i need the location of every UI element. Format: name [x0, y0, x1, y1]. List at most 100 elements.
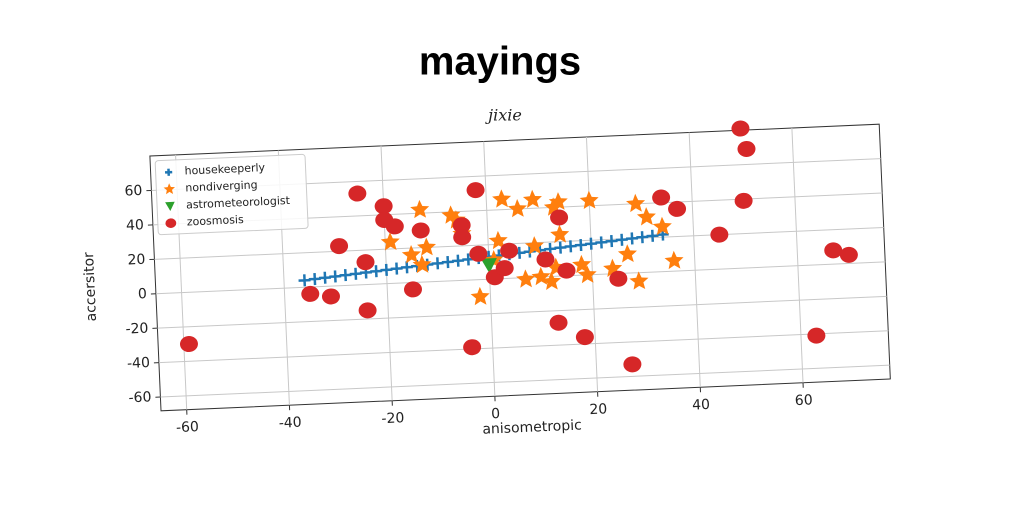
point — [339, 269, 352, 282]
x-tick-label: -60 — [176, 419, 200, 436]
point — [470, 286, 490, 306]
point — [564, 240, 577, 253]
legend-label: astrometeorologist — [186, 194, 291, 212]
plot: anisometropic accersitor -60 -40 -20 0 20 40 6… — [81, 120, 891, 438]
x-tick-label: -40 — [278, 415, 302, 432]
point — [516, 269, 536, 288]
point — [734, 192, 753, 209]
point — [385, 218, 404, 235]
y-tick-label: 60 — [124, 183, 143, 200]
point — [298, 274, 311, 287]
point — [615, 233, 628, 246]
point — [463, 339, 482, 356]
point — [431, 257, 444, 270]
point — [577, 264, 597, 284]
point — [652, 216, 672, 236]
point — [179, 336, 198, 353]
point — [629, 271, 649, 290]
point — [404, 281, 423, 298]
y-tick-label: -20 — [125, 321, 149, 338]
x-tick-label: 40 — [692, 397, 711, 414]
point — [664, 250, 684, 270]
point — [710, 226, 729, 243]
grid-line — [160, 364, 890, 398]
point — [380, 263, 393, 276]
legend-label: housekeeperly — [184, 161, 266, 178]
point — [441, 255, 454, 269]
grid-line — [157, 295, 887, 329]
point — [469, 245, 488, 262]
point — [400, 261, 413, 274]
point — [595, 236, 608, 249]
point — [636, 207, 656, 226]
point — [410, 199, 430, 219]
point — [453, 229, 472, 246]
point — [452, 254, 465, 267]
x-axis-label: anisometropic — [482, 417, 582, 437]
y-tick-label: -60 — [128, 389, 152, 406]
point — [164, 168, 173, 176]
y-tick-label: -40 — [127, 355, 151, 372]
point — [495, 260, 514, 277]
point — [824, 242, 843, 259]
y-tick-label: 40 — [126, 217, 145, 234]
point — [348, 185, 367, 202]
point — [625, 232, 639, 245]
point — [646, 229, 659, 242]
point — [301, 285, 320, 302]
grid-line — [585, 136, 599, 392]
point — [417, 237, 437, 256]
point — [550, 224, 570, 244]
point — [308, 272, 321, 286]
point — [548, 192, 568, 211]
point — [349, 267, 362, 280]
point — [370, 265, 383, 278]
x-tick-label: 20 — [589, 401, 608, 418]
point — [330, 238, 349, 255]
point — [550, 209, 569, 226]
point — [839, 246, 858, 263]
point — [652, 189, 671, 206]
point — [617, 244, 637, 263]
chart-subtitle: jixie — [485, 106, 522, 125]
chart-title: mayings — [419, 40, 581, 84]
legend: housekeeperlynondivergingastrometeorolog… — [154, 153, 309, 236]
point — [731, 120, 750, 137]
point — [636, 231, 649, 244]
point — [554, 241, 567, 254]
x-tick-label: 0 — [491, 406, 501, 422]
point — [500, 242, 519, 259]
point — [549, 314, 568, 331]
point — [522, 189, 542, 209]
point — [507, 198, 527, 218]
legend-box — [154, 153, 309, 236]
grid-line — [688, 132, 701, 388]
point — [574, 238, 587, 252]
y-tick-label: 0 — [138, 286, 148, 302]
point — [466, 182, 485, 199]
plot-frame — [149, 123, 891, 412]
y-axis-label: accersitor — [81, 252, 100, 322]
point — [609, 270, 628, 287]
point — [575, 329, 594, 346]
grid-line — [154, 226, 884, 260]
point — [165, 218, 177, 228]
point — [541, 271, 562, 290]
point — [557, 262, 576, 279]
grid-line — [791, 127, 804, 383]
point — [412, 254, 432, 274]
x-tick-label: 60 — [795, 392, 814, 409]
grid-line — [158, 330, 889, 364]
point — [358, 302, 377, 319]
point — [411, 222, 430, 239]
point — [585, 237, 598, 250]
point — [165, 201, 175, 212]
point — [390, 262, 403, 275]
point — [579, 190, 599, 209]
point — [492, 189, 512, 208]
point — [626, 193, 646, 213]
point — [329, 270, 342, 283]
point — [737, 140, 756, 157]
point — [488, 230, 508, 250]
